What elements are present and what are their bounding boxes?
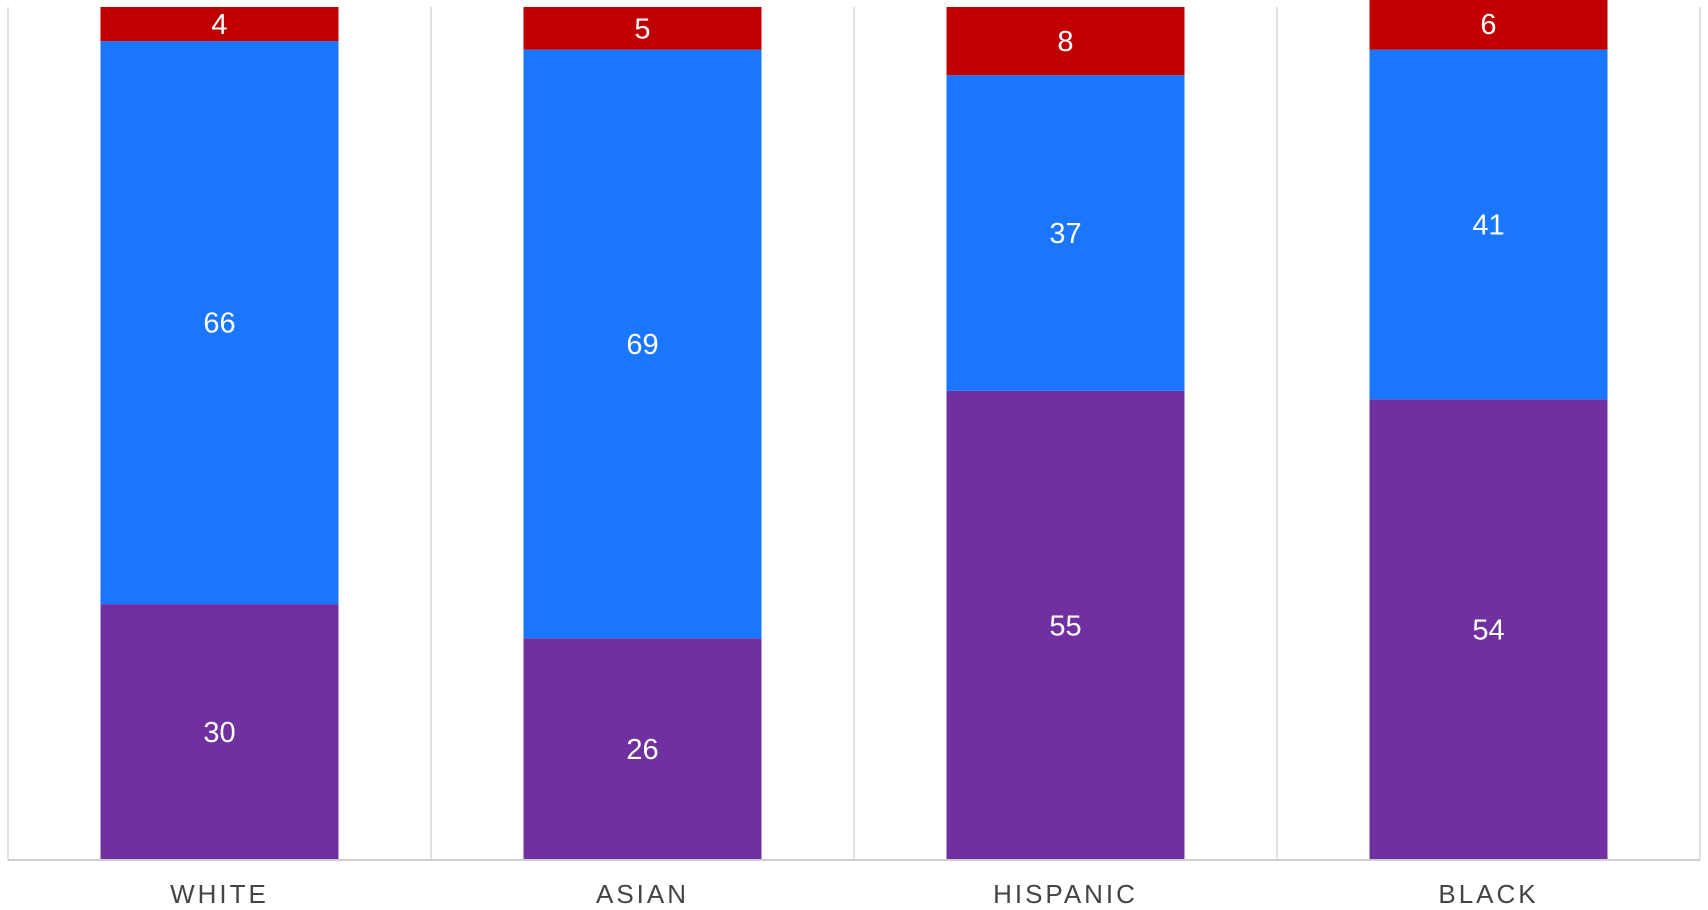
data-label: 4 — [211, 9, 227, 41]
bar-segment — [946, 390, 1185, 860]
data-label: 41 — [1472, 210, 1504, 242]
category-label: ASIAN — [596, 879, 689, 909]
category-label: HISPANIC — [993, 879, 1138, 909]
bar-segment — [946, 7, 1185, 76]
bar-segment — [1369, 399, 1608, 860]
bar-segment — [1369, 0, 1608, 50]
data-label: 69 — [626, 329, 658, 361]
bar-segment — [523, 638, 762, 860]
data-label: 54 — [1472, 615, 1504, 647]
data-label: 5 — [634, 13, 650, 45]
data-label: 66 — [203, 308, 235, 340]
bar-segment — [100, 41, 339, 605]
category-label: WHITE — [170, 879, 269, 909]
bar-segment — [100, 604, 339, 860]
category-labels: WHITE ASIAN HISPANIC BLACK — [170, 879, 1538, 909]
bar-segment — [523, 49, 762, 639]
data-label: 6 — [1480, 9, 1496, 41]
bar-segment — [100, 7, 339, 42]
category-label: BLACK — [1438, 879, 1538, 909]
data-label: 30 — [203, 717, 235, 749]
data-label: 37 — [1049, 218, 1081, 250]
bar-segment — [1369, 49, 1608, 400]
data-label: 8 — [1057, 26, 1073, 58]
bar-segment — [523, 7, 762, 50]
category-dividers — [7, 7, 1701, 860]
data-label: 55 — [1049, 610, 1081, 642]
bar-segment — [946, 75, 1185, 391]
data-label: 26 — [626, 734, 658, 766]
